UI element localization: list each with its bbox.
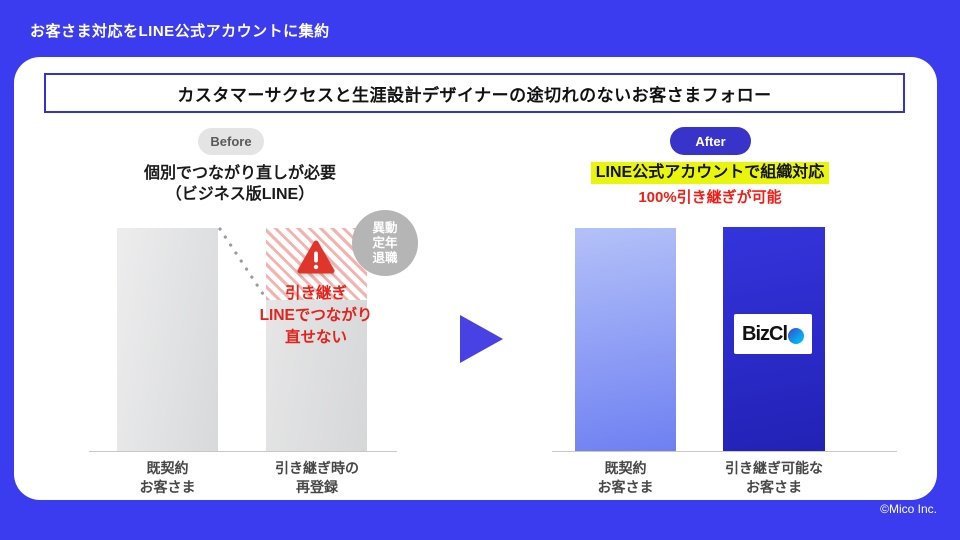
before-heading-line2: （ビジネス版LINE） [165, 186, 315, 203]
copyright: ©Mico Inc. [880, 502, 937, 516]
lost-connection-line3: 直せない [284, 329, 347, 346]
lost-connection-text: 引き継ぎ LINEでつながり 直せない [236, 283, 396, 349]
before-bar1-label: 既契約 お客さま [139, 460, 196, 495]
life-event-line2: 定年 [372, 235, 398, 250]
life-event-line1: 異動 [372, 220, 398, 235]
life-event-circle: 異動 定年 退職 [352, 210, 418, 276]
arrow-right-icon [460, 315, 503, 363]
before-bar-reregistration-body [266, 300, 367, 451]
before-bar2-label: 引き継ぎ時の 再登録 [275, 460, 359, 495]
slide-header: お客さま対応をLINE公式アカウントに集約 [30, 23, 330, 40]
lost-connection-line2: LINEでつながり [259, 307, 373, 324]
after-badge: After [670, 127, 751, 155]
after-heading-sub: 100%引き継ぎが可能 [638, 189, 782, 206]
life-event-line3: 退職 [372, 250, 398, 265]
before-bar-existing-customers [117, 228, 218, 451]
lost-connection-line1: 引き継ぎ [284, 285, 347, 302]
page-title: カスタマーサクセスと生涯設計デザイナーの途切れのないお客さまフォロー [177, 85, 772, 105]
after-bar2-label: 引き継ぎ可能な お客さま [725, 460, 823, 495]
after-baseline [552, 451, 897, 452]
bizclo-logo-dot-icon [788, 328, 804, 344]
after-bar1-label: 既契約 お客さま [597, 460, 654, 495]
title-box: カスタマーサクセスと生涯設計デザイナーの途切れのないお客さまフォロー [44, 73, 905, 113]
bizclo-logo: BizCl [734, 314, 812, 354]
after-heading-highlight: LINE公式アカウントで組織対応 [590, 162, 830, 184]
warning-icon [297, 240, 335, 274]
bizclo-logo-text: BizCl [742, 322, 788, 345]
after-bar-existing-customers [575, 228, 676, 451]
after-heading: LINE公式アカウントで組織対応 100%引き継ぎが可能 [560, 162, 860, 207]
before-baseline [89, 451, 397, 452]
dotted-connector [218, 227, 267, 299]
before-badge: Before [198, 128, 264, 155]
before-heading-line1: 個別でつながり直しが必要 [143, 165, 336, 182]
before-heading: 個別でつながり直しが必要 （ビジネス版LINE） [100, 163, 380, 205]
